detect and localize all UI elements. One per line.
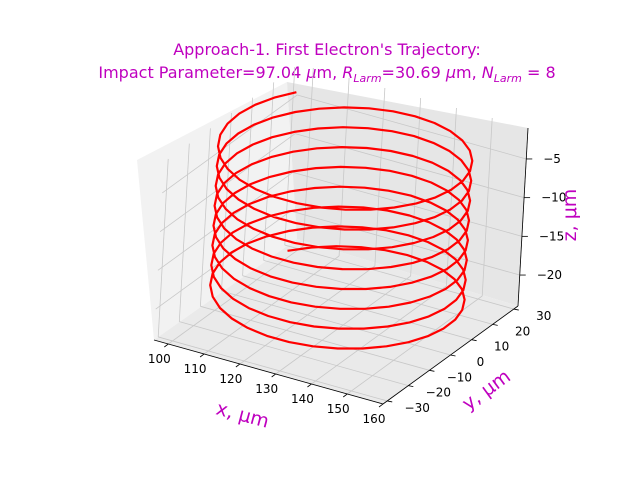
y-tick-mark (513, 308, 519, 311)
y-tick-mark (387, 400, 393, 403)
z-tick-label: −5 (543, 152, 561, 166)
x-gridline-back (446, 107, 457, 287)
y-tick-label: 10 (494, 340, 509, 354)
title-mid3: m, (456, 63, 482, 82)
grid-lines (155, 67, 529, 405)
x-tick-mark (307, 383, 312, 388)
z-gridline-left (159, 133, 296, 232)
y-gridline-floor (200, 305, 430, 371)
y-gridline-floor (242, 275, 472, 341)
x-gridline-back (410, 97, 422, 277)
title-n-sub: Larm (494, 72, 522, 85)
x-tick-mark (164, 343, 169, 348)
title-mid1: m, (317, 63, 343, 82)
y-gridline-floor (284, 244, 514, 310)
z-ticks: −5 −10 −15 −20 (519, 152, 566, 282)
trajectory-series (209, 91, 474, 350)
y-gridline-left (284, 67, 296, 246)
y-gridline-left (178, 143, 190, 322)
y-gridline-left (200, 128, 211, 307)
chart-title: Approach-1. First Electron's Trajectory:… (98, 40, 555, 85)
x-gridline-back (302, 67, 314, 247)
title-mu-2: μ (445, 63, 456, 82)
title-mu-1: μ (305, 63, 316, 82)
x-gridline-back (481, 117, 493, 297)
x-tick-label: 100 (148, 352, 171, 366)
y-gridline-left (263, 82, 275, 261)
y-tick-mark (429, 369, 435, 372)
y-tick-label: 30 (536, 309, 551, 323)
y-gridline-floor (179, 321, 409, 387)
title-suffix: = 8 (522, 63, 556, 82)
x-tick-label: 140 (291, 392, 314, 406)
y-ticks: −30−20 −10 0 10 20 30 (387, 308, 551, 415)
x-gridline-back (374, 87, 386, 267)
y-gridline-left (157, 158, 169, 337)
title-r-sub: Larm (353, 72, 381, 85)
z-tick-label: −20 (537, 268, 562, 282)
title-r: R (342, 63, 353, 82)
x-tick-label: 150 (327, 402, 350, 416)
pane-floor (154, 239, 518, 404)
z-axis-line (517, 127, 529, 307)
z-tick-label: −10 (541, 191, 566, 205)
x-tick-mark (271, 373, 276, 378)
z-tick-label: −15 (539, 229, 564, 243)
y-tick-label: 20 (515, 324, 530, 338)
z-gridline-back (297, 94, 527, 160)
z-gridline-left (162, 94, 298, 194)
x-tick-label: 130 (255, 382, 278, 396)
x-tick-label: 110 (184, 362, 207, 376)
y-gridline-floor (263, 259, 493, 325)
y-tick-label: 0 (477, 355, 485, 369)
y-tick-mark (408, 385, 414, 388)
y-tick-label: −30 (405, 401, 430, 415)
y-gridline-floor (221, 290, 451, 356)
y-tick-mark (471, 339, 477, 342)
y-gridline-left (221, 112, 232, 292)
z-gridline-back (290, 210, 520, 276)
title-mid2: =30.69 (382, 63, 446, 82)
title-n: N (482, 63, 494, 82)
chart-title-line2: Impact Parameter=97.04 μm, RLarm=30.69 μ… (98, 63, 555, 85)
x-tick-label: 160 (363, 412, 386, 426)
x-ticks: 100 110 120 130 140 150 160 (148, 343, 386, 426)
x-axis-line (153, 339, 384, 405)
x-tick-mark (378, 403, 384, 408)
chart-title-line1: Approach-1. First Electron's Trajectory: (173, 40, 481, 59)
trajectory-line-0 (209, 91, 474, 350)
y-tick-label: −20 (426, 386, 451, 400)
x-tick-label: 120 (219, 372, 242, 386)
x-tick-mark (199, 353, 205, 358)
y-tick-label: −10 (447, 370, 472, 384)
x-axis-label: x, μm (214, 398, 272, 433)
y-tick-mark (450, 354, 456, 357)
y-gridline-floor (158, 336, 388, 402)
x-tick-mark (235, 363, 241, 368)
y-tick-mark (492, 323, 498, 326)
z-gridline-back (294, 133, 525, 199)
z-axis-label: z, μm (559, 189, 581, 242)
title-impact-text: Impact Parameter=97.04 (98, 63, 306, 82)
x-tick-mark (342, 393, 348, 398)
